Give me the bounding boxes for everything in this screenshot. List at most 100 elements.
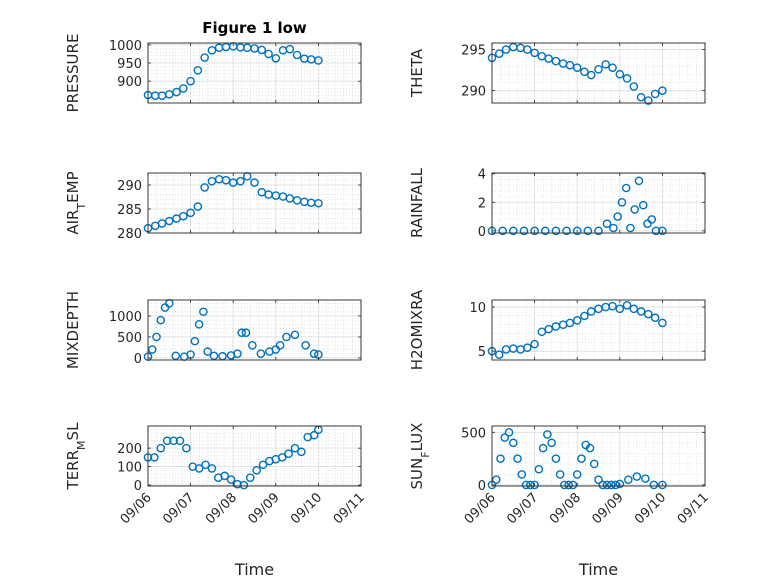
subplot-8-xtick-label: 09/08 [547, 490, 584, 527]
subplot-3-marker [236, 176, 245, 186]
subplot-4-ytick-label: 4 [478, 168, 486, 183]
subplot-2-marker [608, 63, 617, 72]
subplot-7-marker [156, 443, 166, 453]
subplot-6-marker [608, 301, 617, 311]
subplot-4-marker [498, 226, 507, 236]
subplot-3-ytick-label: 280 [117, 227, 142, 242]
subplot-4-marker [519, 226, 529, 236]
subplot-8-marker [589, 459, 599, 469]
subplot-4-marker [530, 226, 539, 236]
subplot-2-ylabel: THETA [408, 48, 426, 98]
subplot-7-marker [220, 471, 229, 481]
subplot-6-marker [658, 318, 667, 328]
subplot-6-axes-box [491, 299, 706, 361]
subplot-2-marker [636, 92, 646, 102]
subplot-7-marker [182, 443, 191, 453]
subplot-5-ytick-label: 500 [117, 331, 142, 346]
subplot-3-ytick-label: 290 [117, 179, 142, 194]
subplot-1-marker [271, 53, 281, 63]
subplot-2-marker [594, 65, 603, 74]
subplot-3-ytick-label: 285 [117, 203, 142, 218]
subplot-2-ytick-label: 295 [461, 44, 486, 59]
subplot-2-marker [494, 49, 504, 58]
subplot-1-ytick-label: 950 [117, 57, 142, 72]
subplot-8-marker [649, 480, 659, 490]
subplot-8-marker [568, 480, 578, 490]
subplot-8-xtick-label: 09/10 [632, 490, 669, 527]
subplot-8-xtick-label: 09/11 [675, 490, 712, 527]
subplot-8-marker [598, 480, 608, 490]
subplot-6-ytick-label: 5 [478, 345, 486, 360]
subplot-8-ylabel: SUNFLUX [408, 423, 432, 490]
subplot-4-marker [594, 226, 603, 236]
subplot-1-axes-background [148, 43, 361, 103]
subplot-3-marker [200, 183, 209, 192]
subplot-6-marker [629, 304, 639, 314]
subplot-2-marker [572, 63, 582, 72]
subplot-1-marker [257, 45, 267, 55]
subplot-7-marker [162, 436, 172, 446]
subplot-6-marker [580, 311, 589, 321]
subplot-4-marker [508, 226, 518, 236]
subplot-5-axes-box [147, 299, 362, 361]
subplot-7-marker [150, 453, 159, 462]
subplot-7-marker [284, 449, 293, 458]
subplot-6-marker [622, 300, 632, 310]
subplot-8-marker [543, 430, 552, 439]
subplot-2-axes-box [491, 42, 706, 104]
subplot-5-marker [199, 307, 208, 317]
subplot-8-marker [534, 464, 544, 474]
subplot-8-marker [611, 480, 620, 490]
subplot-3-marker [179, 211, 188, 221]
subplot-8-marker [508, 438, 518, 448]
subplot-4-ytick-label: 2 [478, 196, 486, 211]
subplot-2-marker [601, 60, 611, 69]
subplot-1-axes-box [147, 42, 362, 104]
subplot-6-marker [572, 315, 582, 325]
subplot-3-marker [186, 208, 195, 218]
subplot-5-marker [241, 328, 251, 338]
subplot-8-marker [658, 480, 667, 490]
subplot-7-marker [201, 460, 210, 470]
subplot-7-ytick-label: 100 [117, 461, 142, 476]
subplot-5-marker [290, 330, 300, 340]
subplot-6-marker [644, 309, 653, 319]
subplot-4-marker [572, 226, 582, 236]
subplot-8-marker [555, 470, 565, 479]
subplot-7-axes-box [147, 425, 362, 487]
subplot-1-marker [200, 53, 209, 62]
subplot-7-marker [175, 436, 185, 446]
subplot-3-marker [221, 175, 231, 185]
subplot-8-marker [632, 472, 642, 481]
subplot-8-marker [530, 480, 539, 490]
subplot-6-marker [586, 307, 596, 316]
subplot-8-marker [513, 454, 522, 463]
subplot-8-ytick-label: 500 [461, 426, 486, 441]
subplot-4-marker [638, 200, 648, 210]
subplot-5-marker [233, 349, 242, 359]
subplot-1-marker [292, 50, 302, 60]
subplot-2-marker [650, 89, 660, 99]
subplot-4-ylabel: RAINFALL [408, 167, 426, 238]
subplot-8-marker [547, 438, 556, 448]
subplot-1-marker [186, 76, 195, 86]
subplot-7-xlabel: Time [234, 560, 274, 579]
subplot-4-marker [551, 226, 561, 236]
subplot-8-marker [496, 454, 505, 463]
subplot-8-marker [594, 475, 603, 484]
subplot-5-marker [256, 349, 266, 359]
subplot-4-marker [658, 226, 667, 236]
subplot-7-marker [169, 436, 178, 446]
subplot-8-marker [538, 443, 548, 453]
subplot-5-marker [237, 328, 247, 338]
subplot-8-xtick-label: 09/09 [590, 490, 627, 527]
subplot-3-marker [157, 219, 167, 228]
subplot-7-marker [239, 480, 249, 490]
subplot-2-marker [544, 54, 553, 63]
subplot-1-ylabel: PRESSURE [64, 34, 82, 113]
subplot-7-ytick-label: 200 [117, 442, 142, 457]
subplot-2-marker [580, 67, 589, 77]
subplot-5-marker [194, 320, 204, 329]
subplot-8-marker [560, 480, 569, 490]
